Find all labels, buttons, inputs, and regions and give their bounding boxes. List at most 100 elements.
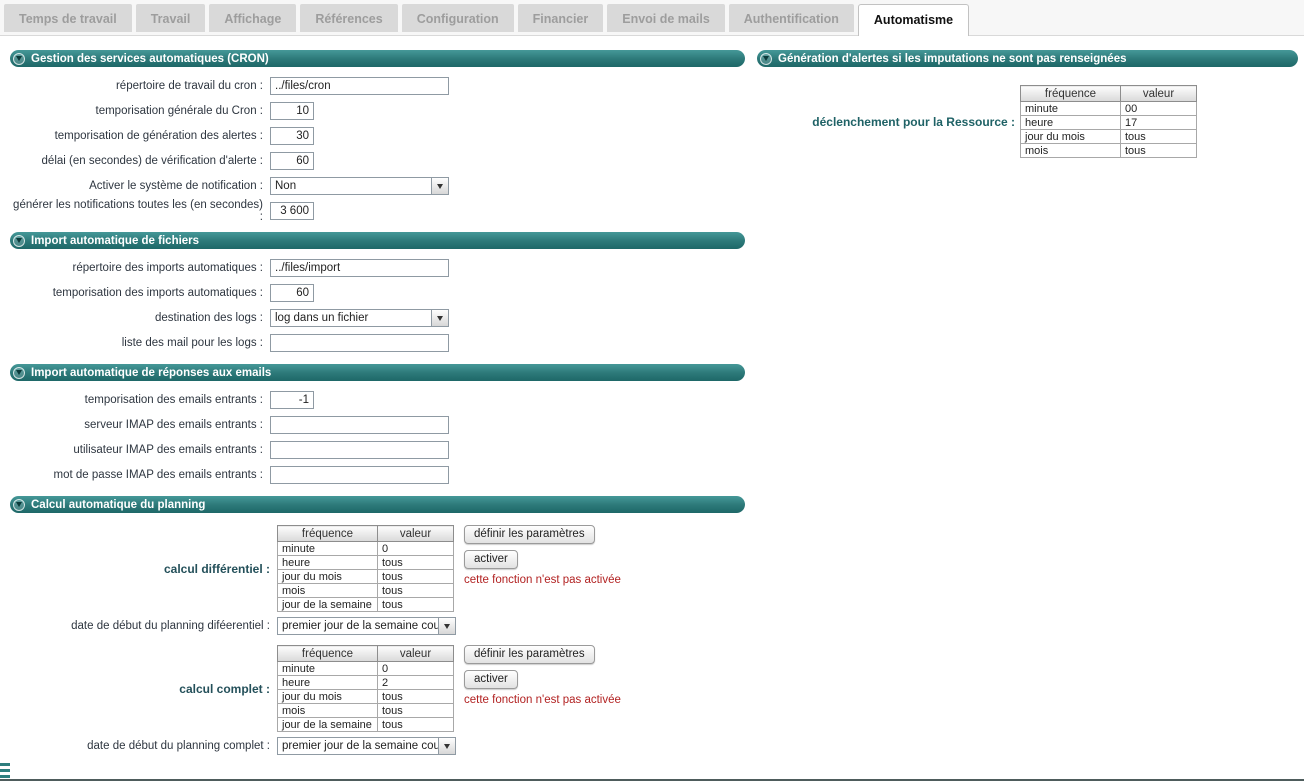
log-destination-select[interactable]: log dans un fichier — [270, 309, 449, 327]
activate-button[interactable]: activer — [464, 550, 518, 569]
table-row: jour du mois tous — [277, 569, 454, 584]
field-label: temporisation des emails entrants : — [84, 394, 263, 406]
table-row: jour du mois tous — [1020, 129, 1197, 144]
define-parameters-button[interactable]: définir les paramètres — [464, 645, 595, 664]
section-title: Calcul automatique du planning — [31, 498, 206, 511]
complete-calc-block: calcul complet : fréquence valeur minute… — [10, 645, 745, 732]
cron-workdir-input[interactable] — [270, 77, 449, 95]
field-label: serveur IMAP des emails entrants : — [84, 419, 263, 431]
chevron-down-icon — [431, 310, 448, 326]
table-row: jour de la semaine tous — [277, 717, 454, 732]
differential-calc-block: calcul différentiel : fréquence valeur m… — [10, 525, 745, 612]
table-row: jour de la semaine tous — [277, 597, 454, 612]
status-not-activated: cette fonction n'est pas activée — [464, 694, 621, 706]
imap-server-input[interactable] — [270, 416, 449, 434]
chevron-down-icon — [431, 178, 448, 194]
section-header-planning[interactable]: Calcul automatique du planning — [10, 496, 745, 513]
import-delay-input[interactable] — [270, 284, 314, 302]
table-header-frequence: fréquence — [277, 525, 378, 542]
resource-cron-table: fréquence valeur minute 00 heure 17 jour d… — [1020, 85, 1197, 158]
alert-generation-delay-input[interactable] — [270, 127, 314, 145]
log-mail-list-input[interactable] — [270, 334, 449, 352]
notification-interval-input[interactable] — [270, 202, 314, 220]
select-value: log dans un fichier — [275, 312, 369, 324]
notification-system-select[interactable]: Non — [270, 177, 449, 195]
differential-start-date-select[interactable]: premier jour de la semaine coura — [277, 617, 456, 635]
table-row: jour du mois tous — [277, 689, 454, 704]
tab-configuration[interactable]: Configuration — [401, 4, 514, 32]
tab-automatisme[interactable]: Automatisme — [857, 4, 970, 36]
chevron-down-icon — [438, 738, 455, 754]
complete-start-date-row: date de début du planning complet : prem… — [10, 737, 745, 755]
section-title: Import automatique de réponses aux email… — [31, 366, 272, 379]
page-content: Gestion des services automatiques (CRON)… — [0, 36, 1304, 762]
activate-button[interactable]: activer — [464, 670, 518, 689]
differential-cron-table: fréquence valeur minute 0 heure tous jour … — [277, 525, 454, 612]
cron-general-delay-input[interactable] — [270, 102, 314, 120]
field-label: utilisateur IMAP des emails entrants : — [73, 444, 263, 456]
table-row: minute 0 — [277, 661, 454, 676]
incoming-email-delay-input[interactable] — [270, 391, 314, 409]
complete-start-date-select[interactable]: premier jour de la semaine coura — [277, 737, 456, 755]
select-value: Non — [275, 180, 297, 192]
field-label: liste des mail pour les logs : — [121, 337, 263, 349]
table-row: heure 2 — [277, 675, 454, 690]
tab-references[interactable]: Références — [300, 4, 398, 32]
field-label: date de début du planning complet : — [87, 740, 270, 752]
tab-authentification[interactable]: Authentification — [728, 4, 854, 32]
tab-financier[interactable]: Financier — [517, 4, 604, 32]
field-label: générer les notifications toutes les (en… — [13, 199, 263, 223]
complete-calc-label: calcul complet : — [179, 681, 270, 696]
status-not-activated: cette fonction n'est pas activée — [464, 574, 621, 586]
table-row: minute 0 — [277, 541, 454, 556]
right-column: Génération d'alertes si les imputations … — [757, 36, 1298, 762]
section-title: Génération d'alertes si les imputations … — [778, 52, 1127, 65]
panel-resize-handle-icon[interactable] — [0, 763, 10, 778]
import-dir-input[interactable] — [270, 259, 449, 277]
field-label: temporisation de génération des alertes … — [54, 130, 263, 142]
field-label: destination des logs : — [154, 312, 263, 324]
tab-temps-de-travail[interactable]: Temps de travail — [4, 4, 132, 32]
table-row: mois tous — [277, 703, 454, 718]
tab-bar: Temps de travail Travail Affichage Référ… — [0, 0, 1304, 36]
section-header-import-files[interactable]: Import automatique de fichiers — [10, 232, 745, 249]
differential-actions: définir les paramètres activer cette fon… — [464, 525, 621, 612]
bottom-divider — [0, 779, 1304, 781]
tab-envoi-de-mails[interactable]: Envoi de mails — [607, 4, 725, 32]
field-label: Activer le système de notification : — [89, 180, 263, 192]
imap-password-input[interactable] — [270, 466, 449, 484]
table-row: minute 00 — [1020, 101, 1197, 116]
resource-trigger-block: déclenchement pour la Ressource : fréque… — [757, 85, 1298, 158]
complete-actions: définir les paramètres activer cette fon… — [464, 645, 621, 732]
imap-user-input[interactable] — [270, 441, 449, 459]
table-header-frequence: fréquence — [1020, 85, 1121, 102]
field-label: temporisation générale du Cron : — [95, 105, 264, 117]
table-row: heure 17 — [1020, 115, 1197, 130]
tab-travail[interactable]: Travail — [135, 4, 206, 32]
field-label: mot de passe IMAP des emails entrants : — [53, 469, 263, 481]
alert-verification-delay-input[interactable] — [270, 152, 314, 170]
table-header-valeur: valeur — [377, 525, 454, 542]
import-emails-fields: temporisation des emails entrants : serv… — [10, 391, 745, 484]
collapse-icon — [760, 52, 772, 65]
section-header-cron[interactable]: Gestion des services automatiques (CRON) — [10, 50, 745, 67]
field-label: délai (en secondes) de vérification d'al… — [41, 155, 263, 167]
define-parameters-button[interactable]: définir les paramètres — [464, 525, 595, 544]
chevron-down-icon — [438, 618, 455, 634]
field-label: répertoire des imports automatiques : — [72, 262, 263, 274]
differential-calc-label: calcul différentiel : — [163, 561, 270, 576]
section-header-alerts[interactable]: Génération d'alertes si les imputations … — [757, 50, 1298, 67]
field-label: répertoire de travail du cron : — [115, 80, 263, 92]
cron-fields: répertoire de travail du cron : temporis… — [10, 77, 745, 223]
collapse-icon — [13, 366, 25, 379]
section-title: Import automatique de fichiers — [31, 234, 200, 247]
complete-cron-table: fréquence valeur minute 0 heure 2 jour du … — [277, 645, 454, 732]
resource-trigger-label: déclenchement pour la Ressource : — [812, 114, 1015, 129]
tab-affichage[interactable]: Affichage — [209, 4, 297, 32]
collapse-icon — [13, 498, 25, 511]
section-header-import-emails[interactable]: Import automatique de réponses aux email… — [10, 364, 745, 381]
table-header-valeur: valeur — [1120, 85, 1197, 102]
differential-start-date-row: date de début du planning diféerentiel :… — [10, 617, 745, 635]
table-header-valeur: valeur — [377, 645, 454, 662]
collapse-icon — [13, 234, 25, 247]
